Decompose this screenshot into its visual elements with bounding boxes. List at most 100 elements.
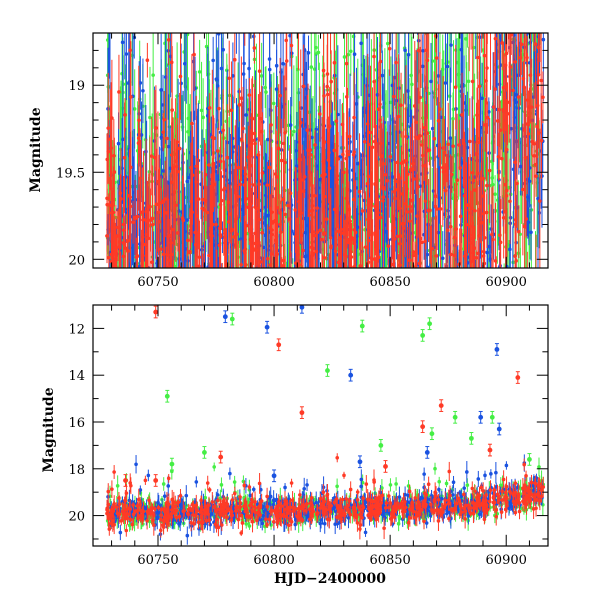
data-point (204, 301, 208, 305)
data-point (106, 317, 110, 321)
data-point (227, 76, 232, 81)
data-point (201, 282, 205, 286)
data-point (434, 339, 438, 343)
data-point (443, 306, 447, 310)
data-point (291, 333, 295, 337)
data-point (484, 210, 489, 215)
data-point (132, 35, 137, 40)
data-point (394, 396, 398, 400)
data-point (393, 322, 397, 326)
data-point (513, 98, 517, 102)
data-point (187, 175, 191, 180)
data-point (333, 389, 337, 393)
data-point (404, 340, 408, 344)
data-point (463, 301, 467, 305)
data-point (214, 77, 219, 81)
data-point (493, 452, 497, 456)
data-point (527, 179, 532, 184)
data-point (468, 139, 472, 144)
data-point (244, 113, 248, 117)
data-point (431, 189, 436, 193)
data-point (109, 252, 114, 257)
data-point (304, 277, 308, 281)
data-point (525, 122, 529, 126)
data-point (434, 34, 438, 38)
data-point (138, 81, 143, 85)
data-point (185, 238, 190, 243)
data-point (309, 65, 314, 69)
data-point (232, 280, 236, 284)
data-point (162, 297, 166, 301)
data-point (372, 318, 376, 322)
data-point (201, 373, 205, 377)
data-point (429, 79, 433, 84)
data-point (445, 294, 449, 298)
data-point (167, 315, 171, 319)
data-point (219, 276, 223, 280)
data-point (458, 214, 463, 219)
data-point (496, 154, 501, 159)
data-point (415, 319, 419, 323)
data-point (124, 246, 128, 251)
data-point (126, 300, 130, 304)
data-point (218, 286, 222, 290)
data-point (448, 282, 452, 286)
data-point (461, 371, 465, 375)
data-point (372, 257, 377, 261)
data-point (299, 335, 303, 339)
data-point (183, 317, 187, 321)
data-point (361, 345, 365, 349)
data-point (516, 73, 520, 78)
data-point (443, 81, 448, 85)
data-point (385, 41, 390, 46)
data-point (468, 361, 472, 365)
data-point (360, 209, 365, 213)
data-point (201, 364, 205, 368)
data-point (456, 318, 460, 322)
data-point (123, 6, 127, 10)
data-point (531, 0, 535, 2)
data-point (354, 273, 358, 277)
data-point (170, 298, 174, 302)
data-point (194, 384, 198, 388)
data-point (418, 285, 422, 289)
data-point (299, 274, 303, 278)
data-point (428, 208, 432, 213)
data-point (249, 273, 253, 277)
data-point (323, 381, 327, 385)
data-point (228, 170, 233, 175)
data-point (460, 113, 464, 117)
data-point (152, 301, 156, 305)
data-point (266, 137, 270, 142)
data-point (257, 217, 262, 222)
data-point (372, 308, 376, 312)
data-point (346, 306, 350, 310)
data-point (445, 64, 450, 69)
data-point (241, 126, 245, 131)
data-point (306, 50, 311, 55)
data-point (190, 393, 194, 397)
data-point (372, 328, 376, 332)
data-point (259, 331, 263, 335)
data-point (460, 361, 464, 365)
data-point (436, 338, 440, 342)
data-point (439, 272, 443, 276)
data-point (260, 316, 264, 320)
data-point (308, 277, 312, 281)
data-point (155, 300, 159, 304)
data-point (403, 201, 408, 206)
data-point (279, 270, 283, 274)
data-point (499, 343, 503, 347)
data-point (401, 160, 406, 164)
data-point (474, 5, 478, 9)
data-point (185, 218, 189, 222)
data-point (434, 459, 438, 463)
data-point (307, 269, 311, 273)
data-point (493, 192, 497, 196)
data-point (301, 189, 306, 193)
data-point (352, 271, 356, 275)
data-point (199, 108, 204, 113)
data-point (213, 310, 217, 314)
data-point (333, 431, 337, 435)
data-point (242, 183, 247, 187)
